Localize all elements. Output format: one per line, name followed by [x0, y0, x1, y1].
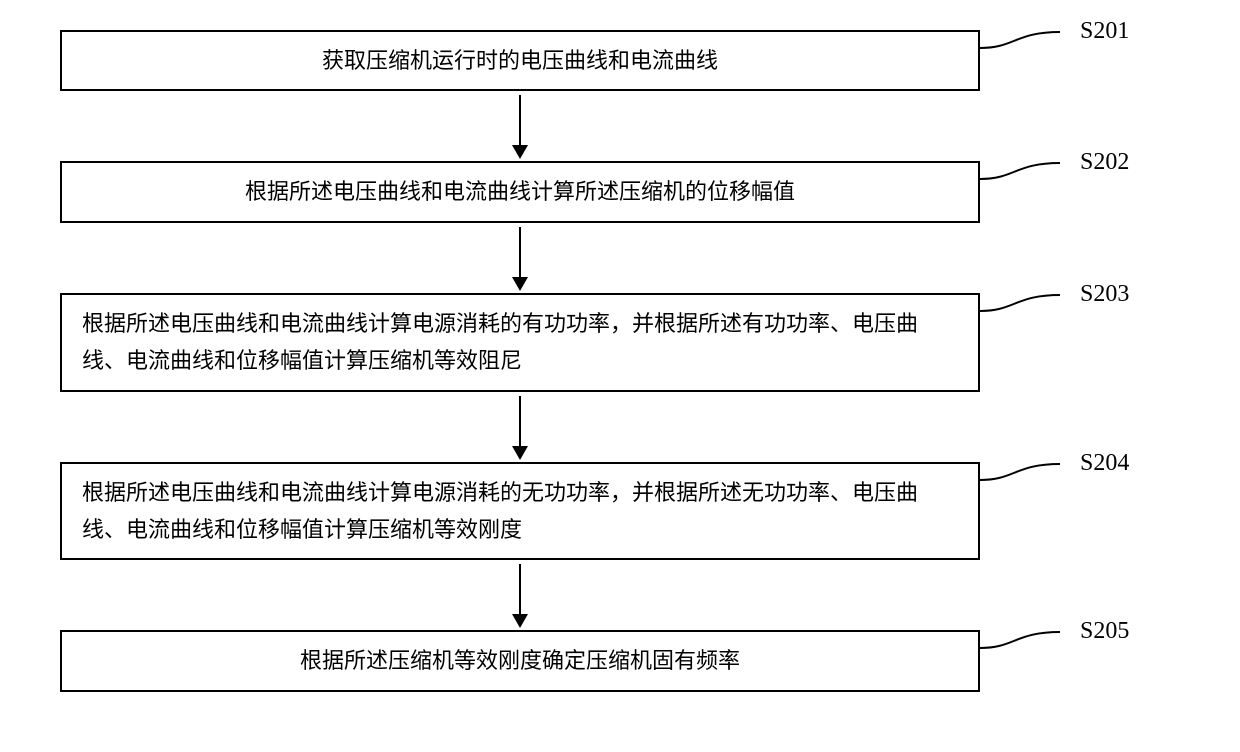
step-label-s202: S202 — [1080, 149, 1129, 176]
step-box-s204: 根据所述电压曲线和电流曲线计算电源消耗的无功功率，并根据所述无功功率、电压曲线、… — [60, 462, 980, 561]
flow-step: 根据所述电压曲线和电流曲线计算电源消耗的有功功率，并根据所述有功功率、电压曲线、… — [60, 293, 1180, 392]
arrow-line — [519, 564, 521, 614]
flow-step: 根据所述电压曲线和电流曲线计算所述压缩机的位移幅值 S202 — [60, 161, 1180, 222]
arrow-head-icon — [512, 145, 528, 159]
step-label-s205: S205 — [1080, 618, 1129, 645]
arrow-line — [519, 227, 521, 277]
flow-step: 根据所述电压曲线和电流曲线计算电源消耗的无功功率，并根据所述无功功率、电压曲线、… — [60, 462, 1180, 561]
arrow-head-icon — [512, 614, 528, 628]
step-box-s203: 根据所述电压曲线和电流曲线计算电源消耗的有功功率，并根据所述有功功率、电压曲线、… — [60, 293, 980, 392]
arrow-line — [519, 95, 521, 145]
step-box-s202: 根据所述电压曲线和电流曲线计算所述压缩机的位移幅值 — [60, 161, 980, 222]
step-label-s201: S201 — [1080, 18, 1129, 45]
arrow-head-icon — [512, 277, 528, 291]
flow-step: 获取压缩机运行时的电压曲线和电流曲线 S201 — [60, 30, 1180, 91]
step-box-s201: 获取压缩机运行时的电压曲线和电流曲线 — [60, 30, 980, 91]
arrow-head-icon — [512, 446, 528, 460]
step-label-s203: S203 — [1080, 281, 1129, 308]
flow-arrow — [512, 564, 528, 628]
flow-step: 根据所述压缩机等效刚度确定压缩机固有频率 S205 — [60, 630, 1180, 691]
step-box-s205: 根据所述压缩机等效刚度确定压缩机固有频率 — [60, 630, 980, 691]
step-label-s204: S204 — [1080, 450, 1129, 477]
flow-arrow — [512, 396, 528, 460]
flow-arrow — [512, 227, 528, 291]
flow-arrow — [512, 95, 528, 159]
arrow-line — [519, 396, 521, 446]
